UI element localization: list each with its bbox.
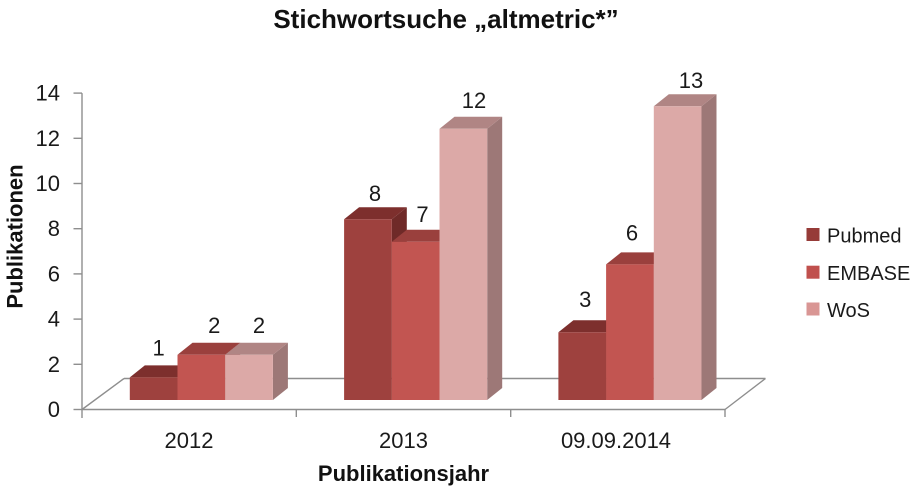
svg-text:12: 12 [36,126,60,151]
svg-text:10: 10 [36,171,60,196]
svg-text:Publikationen: Publikationen [3,164,28,308]
svg-text:2: 2 [208,313,220,338]
svg-text:13: 13 [679,68,703,93]
svg-text:1: 1 [152,335,164,360]
svg-text:2012: 2012 [165,428,214,453]
svg-text:0: 0 [48,397,60,422]
svg-text:2013: 2013 [379,428,428,453]
svg-text:3: 3 [579,287,591,312]
svg-text:09.09.2014: 09.09.2014 [561,428,671,453]
svg-text:4: 4 [48,307,60,332]
svg-text:WoS: WoS [827,300,870,322]
svg-text:Pubmed: Pubmed [827,226,902,248]
svg-text:7: 7 [416,202,428,227]
svg-text:EMBASE: EMBASE [827,263,910,285]
svg-text:12: 12 [462,88,486,113]
svg-text:Publikationsjahr: Publikationsjahr [318,461,490,486]
svg-text:Stichwortsuche „altmetric*”: Stichwortsuche „altmetric*” [273,4,618,34]
svg-text:6: 6 [48,261,60,286]
svg-text:2: 2 [253,313,265,338]
svg-text:2: 2 [48,352,60,377]
svg-text:6: 6 [626,221,638,246]
svg-text:8: 8 [369,181,381,206]
svg-text:14: 14 [36,81,60,106]
svg-text:8: 8 [48,216,60,241]
